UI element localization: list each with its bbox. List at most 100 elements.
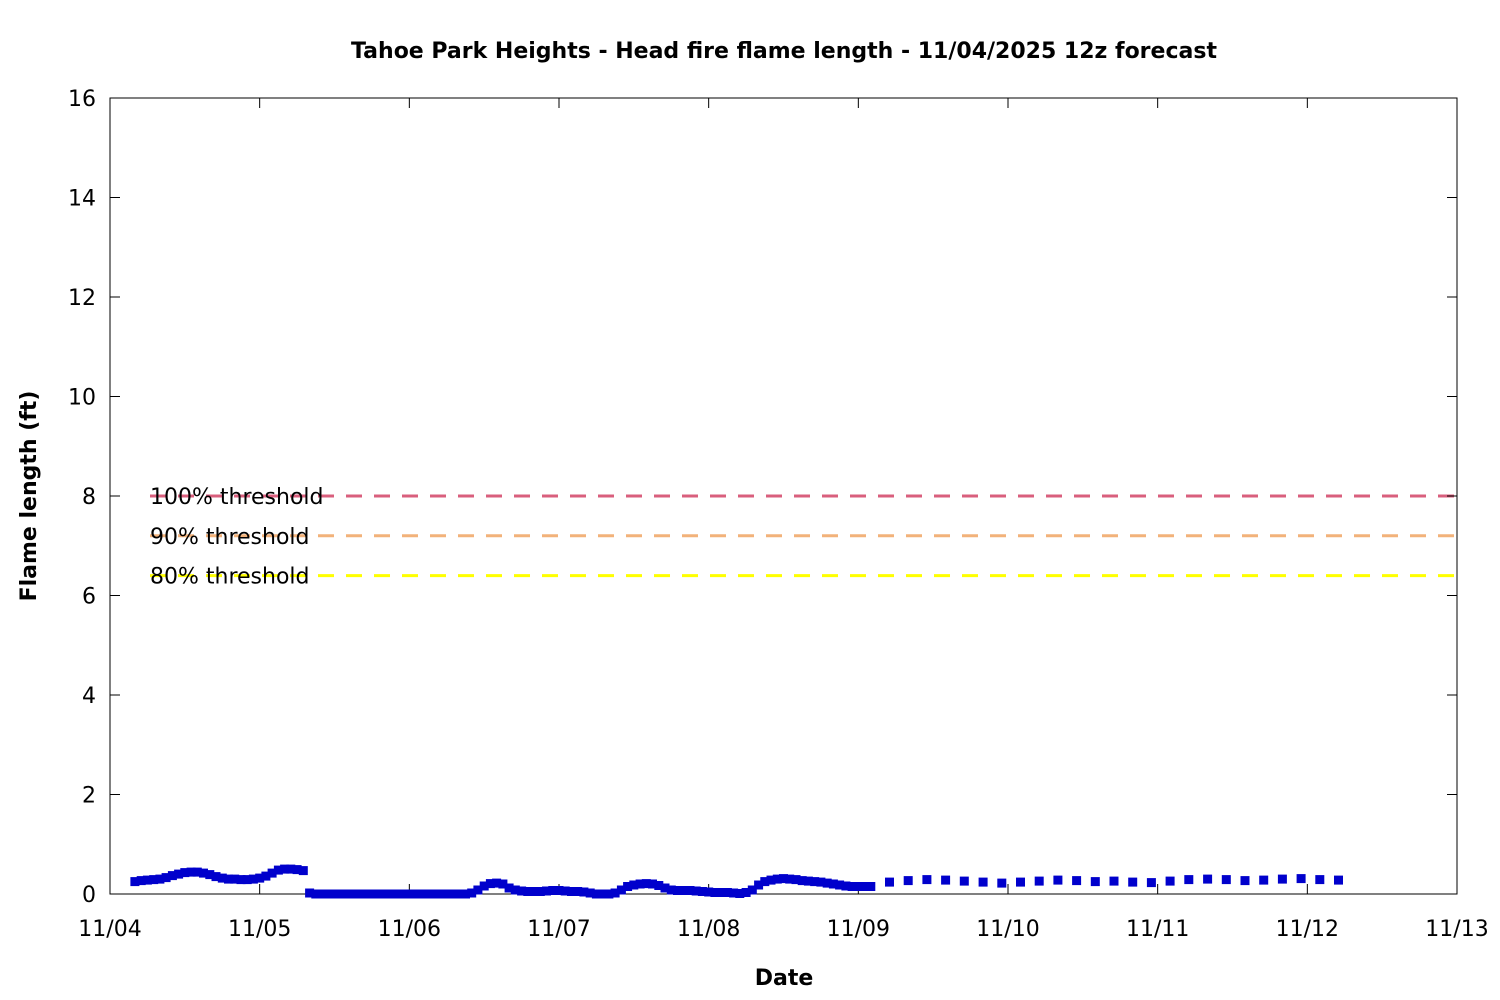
data-point [1016, 877, 1025, 887]
x-tick-label: 11/07 [527, 917, 590, 942]
y-tick-label: 0 [82, 883, 96, 908]
data-point [791, 875, 801, 885]
data-point [1090, 877, 1100, 887]
data-point [679, 886, 689, 895]
data-point [529, 887, 539, 896]
data-point [498, 879, 508, 889]
data-point [467, 888, 477, 898]
data-point [735, 889, 745, 898]
data-point [941, 875, 951, 885]
data-point [604, 889, 614, 899]
data-point [978, 877, 988, 887]
data-point [554, 886, 564, 895]
data-point [535, 887, 545, 896]
data-point [760, 877, 770, 887]
y-tick-label: 10 [68, 386, 96, 411]
data-point [199, 868, 208, 878]
x-tick-labels: 11/04 11/05 11/06 11/07 11/08 11/09 11/10 11/11… [78, 917, 1488, 942]
data-point [697, 887, 707, 896]
data-point [866, 882, 876, 891]
data-point [1240, 876, 1250, 886]
y-tick-label: 12 [68, 286, 96, 311]
data-point [560, 886, 570, 896]
data-point [747, 885, 757, 895]
data-point [1334, 875, 1343, 885]
data-point [772, 874, 782, 884]
data-point [473, 885, 483, 895]
y-tick-labels: 0 2 4 6 8 10 12 14 16 [68, 87, 96, 908]
data-point [386, 889, 396, 899]
data-point [716, 888, 726, 897]
data-point [779, 874, 788, 884]
data-point [336, 889, 346, 899]
data-point [1315, 875, 1325, 885]
data-point [236, 875, 246, 885]
data-point [1109, 876, 1119, 886]
y-tick-label: 2 [82, 784, 96, 809]
data-point [155, 874, 165, 884]
plot-area: 100% threshold 90% threshold 80% threshold [109, 97, 1458, 899]
threshold-label-2: 90% threshold [150, 525, 310, 550]
data-point [504, 883, 514, 893]
data-point [429, 889, 439, 899]
data-point [217, 873, 227, 883]
data-point [847, 882, 857, 891]
data-point [348, 889, 358, 899]
data-point [1203, 874, 1213, 884]
y-axis-label: Flame length (ft) [17, 391, 42, 602]
data-point [623, 882, 633, 891]
chart-title: Tahoe Park Heights - Head fire flame len… [351, 39, 1217, 64]
data-point [354, 889, 364, 899]
y-tick-label: 14 [68, 187, 96, 212]
threshold-lines: 100% threshold 90% threshold 80% threshold [150, 485, 1455, 590]
data-point [691, 886, 701, 896]
data-point [997, 878, 1007, 888]
data-point [635, 879, 645, 889]
data-point [860, 882, 870, 891]
data-point [785, 874, 795, 884]
data-point [1221, 875, 1231, 885]
data-point [542, 886, 551, 896]
data-points [130, 864, 1343, 899]
data-point [585, 888, 595, 898]
data-point [704, 887, 714, 897]
data-point [417, 889, 427, 899]
data-point [136, 876, 146, 886]
data-point [298, 866, 308, 876]
x-tick-label: 11/12 [1276, 917, 1339, 942]
data-point [959, 876, 969, 886]
data-point [766, 875, 776, 885]
data-point [648, 879, 657, 889]
data-point [1296, 874, 1306, 884]
y-tick-label: 16 [68, 87, 96, 112]
threshold-label-1: 100% threshold [150, 485, 324, 510]
data-point [610, 888, 620, 898]
data-point [741, 888, 751, 897]
data-point [660, 883, 670, 893]
data-point [255, 873, 265, 883]
data-point [616, 885, 626, 895]
data-point [1184, 875, 1194, 885]
data-point [323, 889, 333, 899]
data-point [398, 889, 408, 899]
data-point [579, 887, 589, 897]
data-point [567, 887, 576, 896]
data-point [828, 879, 838, 889]
data-point [722, 888, 732, 897]
data-point [685, 886, 695, 895]
data-point [330, 889, 339, 899]
data-point [629, 880, 639, 890]
data-point [361, 889, 371, 899]
data-point [673, 886, 682, 895]
data-point [404, 889, 414, 899]
data-point [523, 887, 533, 896]
data-point [641, 879, 651, 889]
data-point [797, 876, 807, 886]
data-point [448, 889, 458, 899]
data-point [174, 869, 184, 879]
data-point [261, 871, 271, 881]
data-point [167, 871, 177, 881]
data-point [442, 889, 452, 899]
